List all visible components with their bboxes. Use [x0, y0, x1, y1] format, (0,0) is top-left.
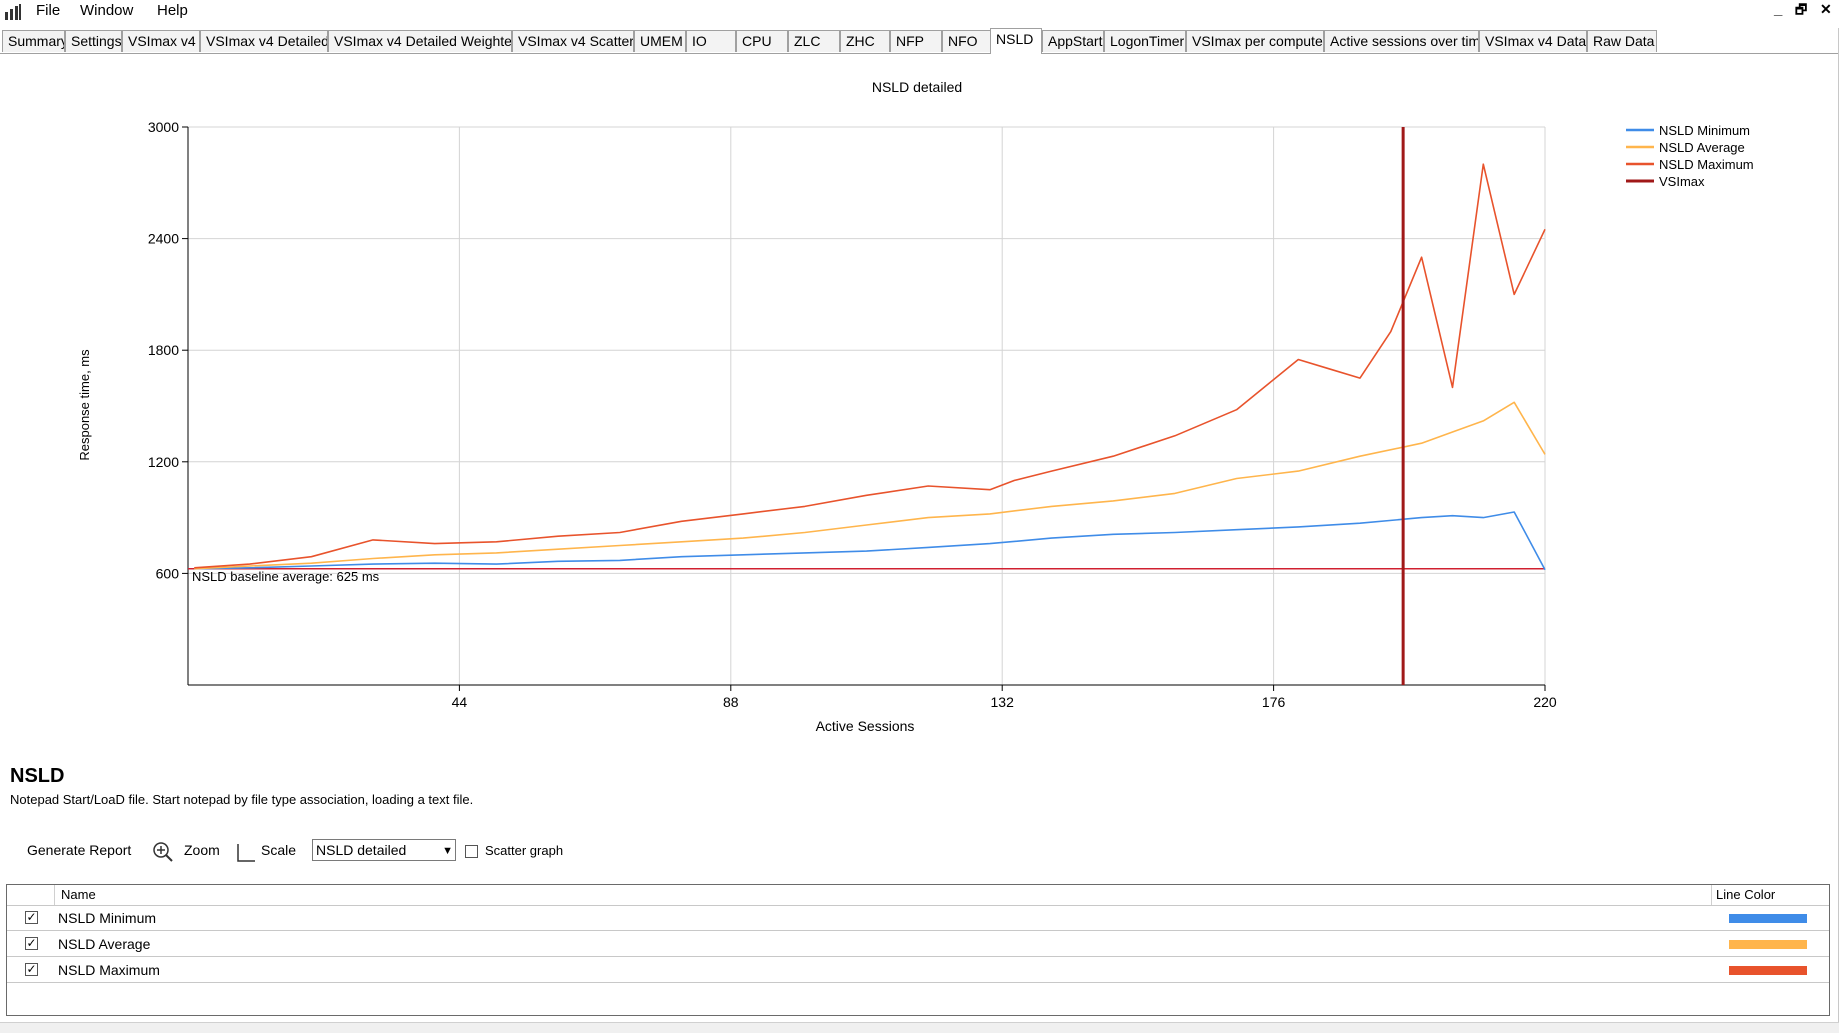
section-description: Notepad Start/LoaD file. Start notepad b…	[10, 792, 474, 807]
series-line-nsld-maximum	[194, 163, 1546, 569]
tab-nfp[interactable]: NFP	[890, 30, 942, 52]
table-row-nsld-minimum[interactable]: ✓ NSLD Minimum	[7, 905, 1829, 931]
legend-label: NSLD Average	[1659, 140, 1745, 155]
series-line-nsld-minimum	[194, 511, 1546, 571]
generate-report-button[interactable]: Generate Report	[27, 842, 132, 858]
table-row-nsld-average[interactable]: ✓ NSLD Average	[7, 931, 1829, 957]
y-tick-label: 1200	[148, 454, 179, 470]
tab-io[interactable]: IO	[686, 30, 736, 52]
restore-icon[interactable]: 🗗	[1795, 2, 1808, 17]
chart-legend: NSLD Minimum NSLD Average NSLD Maximum VSIm…	[1626, 123, 1754, 189]
y-tick-label: 1800	[148, 342, 179, 358]
legend-label: NSLD Minimum	[1659, 123, 1750, 138]
x-tick-label: 176	[1262, 694, 1286, 710]
row-name: NSLD Minimum	[58, 910, 157, 926]
graph-select-value: NSLD detailed	[316, 842, 407, 858]
tab-nsld[interactable]: NSLD	[990, 28, 1042, 54]
y-tick-label: 2400	[148, 231, 179, 247]
line-color-swatch[interactable]	[1729, 914, 1807, 923]
menu-window[interactable]: Window	[80, 2, 134, 19]
row-name: NSLD Average	[58, 936, 151, 952]
series-line-nsld-average	[194, 401, 1546, 570]
line-color-swatch[interactable]	[1729, 940, 1807, 949]
tab-cpu[interactable]: CPU	[736, 30, 788, 52]
chart-axes: 44 88 132 176 220 600 1200 1800 2400 3000	[148, 119, 1557, 710]
tab-nfo[interactable]: NFO	[942, 30, 992, 52]
chart-series	[188, 127, 1546, 685]
zoom-icon[interactable]	[152, 841, 174, 863]
status-bar	[0, 1022, 1839, 1033]
close-icon[interactable]: ✕	[1820, 1, 1832, 17]
nsld-maximum-checkbox[interactable]: ✓	[25, 962, 38, 976]
legend-label: VSImax	[1659, 174, 1705, 189]
line-color-swatch[interactable]	[1729, 966, 1807, 975]
table-header: Name Line Color	[7, 885, 1829, 906]
tab-strip: Summary Settings VSImax v4 VSImax v4 Det…	[0, 28, 1839, 54]
line-color-column-header[interactable]: Line Color	[1716, 887, 1776, 902]
app-bar-chart-icon	[5, 4, 21, 20]
row-name: NSLD Maximum	[58, 962, 160, 978]
section-title: NSLD	[10, 765, 65, 787]
tab-logontimer[interactable]: LogonTimer	[1104, 30, 1186, 52]
column-divider	[1711, 885, 1712, 905]
tab-active-sessions-over-time[interactable]: Active sessions over time	[1324, 30, 1479, 52]
scatter-graph-label: Scatter graph	[485, 843, 564, 858]
x-tick-label: 88	[723, 694, 739, 710]
x-tick-label: 44	[452, 694, 468, 710]
scale-button[interactable]: Scale	[261, 842, 297, 858]
chevron-down-icon: ▼	[442, 845, 453, 857]
minimize-icon[interactable]: _	[1774, 1, 1783, 18]
column-divider	[54, 885, 55, 905]
menu-file[interactable]: File	[36, 2, 61, 19]
table-row-nsld-maximum[interactable]: ✓ NSLD Maximum	[7, 957, 1829, 983]
chart-title: NSLD detailed	[872, 79, 962, 95]
zoom-button[interactable]: Zoom	[184, 842, 220, 858]
tab-vsimax-v4-detailed[interactable]: VSImax v4 Detailed	[200, 30, 328, 52]
tab-zlc[interactable]: ZLC	[788, 30, 840, 52]
tab-raw-data[interactable]: Raw Data	[1587, 30, 1657, 52]
scatter-graph-checkbox[interactable]	[465, 845, 478, 858]
tab-settings[interactable]: Settings	[65, 30, 122, 52]
tab-umem[interactable]: UMEM	[634, 30, 686, 52]
y-axis-label: Response time, ms	[77, 349, 92, 461]
nsld-average-checkbox[interactable]: ✓	[25, 936, 38, 950]
x-axis-label: Active Sessions	[816, 718, 915, 734]
y-tick-label: 600	[156, 565, 180, 581]
tab-vsimax-v4[interactable]: VSImax v4	[122, 30, 200, 52]
series-table: Name Line Color ✓ NSLD Minimum ✓ NSLD Av…	[6, 884, 1830, 1016]
name-column-header[interactable]: Name	[61, 887, 96, 902]
x-tick-label: 220	[1533, 694, 1557, 710]
nsld-chart: 44 88 132 176 220 600 1200 1800 2400 3000 NSLD Mi…	[77, 79, 1754, 734]
tab-appstart[interactable]: AppStart	[1042, 30, 1104, 52]
y-tick-label: 3000	[148, 119, 179, 135]
legend-label: NSLD Maximum	[1659, 157, 1754, 172]
graph-select-dropdown[interactable]: NSLD detailed ▼	[312, 839, 456, 861]
tab-vsimax-v4-detailed-weighted[interactable]: VSImax v4 Detailed Weighted	[328, 30, 512, 52]
chart-grid	[188, 126, 1546, 685]
menu-help[interactable]: Help	[157, 2, 188, 19]
tab-vsimax-v4-data[interactable]: VSImax v4 Data	[1479, 30, 1587, 52]
menu-bar: File Window Help _ 🗗 ✕	[0, 0, 1839, 24]
tab-summary[interactable]: Summary	[2, 30, 65, 52]
tab-zhc[interactable]: ZHC	[840, 30, 890, 52]
baseline-label: NSLD baseline average: 625 ms	[192, 569, 380, 584]
tab-vsimax-per-computer[interactable]: VSImax per computer	[1186, 30, 1324, 52]
nsld-minimum-checkbox[interactable]: ✓	[25, 910, 38, 924]
tab-vsimax-v4-scatter[interactable]: VSImax v4 Scatter	[512, 30, 634, 52]
scale-icon[interactable]	[236, 843, 256, 863]
x-tick-label: 132	[991, 694, 1015, 710]
